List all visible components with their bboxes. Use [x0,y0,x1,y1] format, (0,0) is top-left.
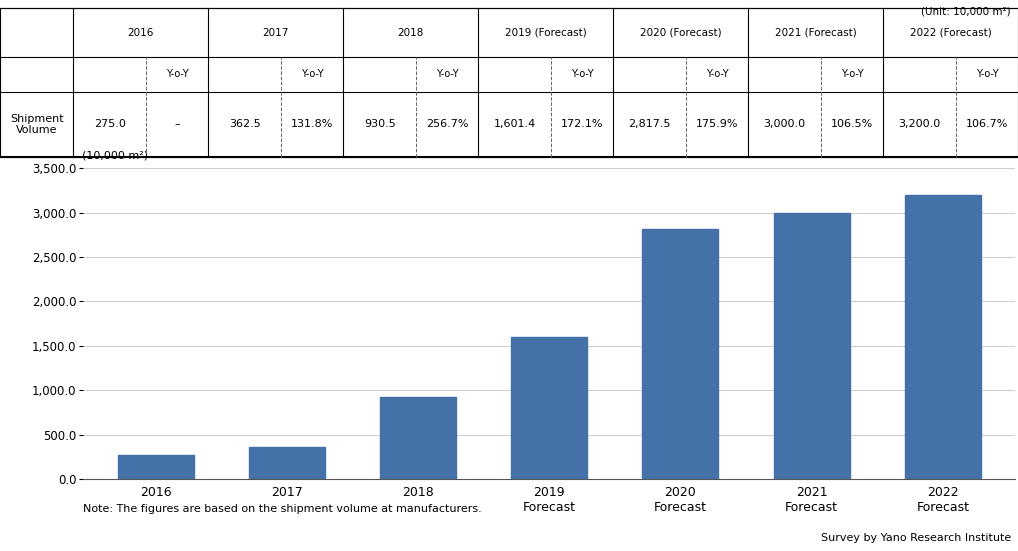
Bar [511,337,587,479]
Text: 2017: 2017 [263,28,289,38]
Text: 2019 (Forecast): 2019 (Forecast) [505,28,586,38]
Text: Y-o-Y: Y-o-Y [841,69,863,79]
Text: (10,000 m²): (10,000 m²) [81,150,148,160]
Text: Y-o-Y: Y-o-Y [705,69,728,79]
Text: Survey by Yano Research Institute: Survey by Yano Research Institute [821,533,1011,543]
Bar [118,455,193,479]
Text: –: – [174,120,180,129]
Text: Y-o-Y: Y-o-Y [436,69,458,79]
Text: (Unit: 10,000 m²): (Unit: 10,000 m²) [921,7,1011,17]
Text: 2020 (Forecast): 2020 (Forecast) [639,28,722,38]
Text: Y-o-Y: Y-o-Y [571,69,593,79]
Bar [248,447,325,479]
Bar [380,397,456,479]
Bar [905,195,980,479]
Text: 131.8%: 131.8% [291,120,333,129]
Text: 930.5: 930.5 [363,120,396,129]
Text: 1,601.4: 1,601.4 [494,120,535,129]
Text: 106.7%: 106.7% [966,120,1008,129]
Text: 3,000.0: 3,000.0 [764,120,805,129]
Text: Y-o-Y: Y-o-Y [301,69,324,79]
Text: 106.5%: 106.5% [831,120,873,129]
Text: 362.5: 362.5 [229,120,261,129]
Text: 2016: 2016 [127,28,154,38]
Bar [642,229,719,479]
Bar [774,213,850,479]
Text: 3,200.0: 3,200.0 [898,120,941,129]
Text: Note: The figures are based on the shipment volume at manufacturers.: Note: The figures are based on the shipm… [83,504,483,514]
Text: 2022 (Forecast): 2022 (Forecast) [910,28,992,38]
Text: Y-o-Y: Y-o-Y [166,69,188,79]
Text: 2021 (Forecast): 2021 (Forecast) [775,28,856,38]
Text: 275.0: 275.0 [94,120,125,129]
Text: Y-o-Y: Y-o-Y [975,69,999,79]
Text: Shipment
Volume: Shipment Volume [10,114,63,135]
Text: 2018: 2018 [397,28,423,38]
Text: 256.7%: 256.7% [426,120,468,129]
Text: 175.9%: 175.9% [695,120,738,129]
Text: 172.1%: 172.1% [561,120,604,129]
Text: 2,817.5: 2,817.5 [628,120,671,129]
